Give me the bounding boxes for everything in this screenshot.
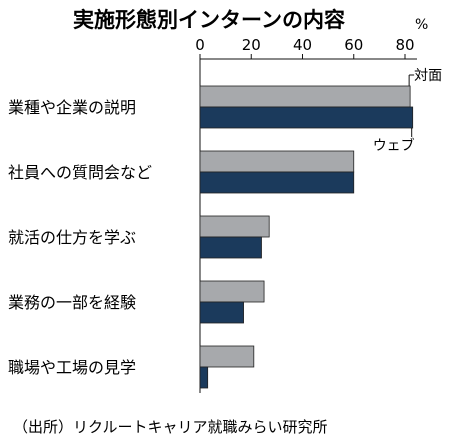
- bar-taimen-4: [199, 345, 255, 368]
- category-label: 業種や企業の説明: [8, 98, 136, 117]
- source-note: （出所）リクルートキャリア就職みらい研究所: [13, 418, 328, 436]
- bar-taimen-3: [199, 280, 265, 303]
- category-label: 業務の一部を経験: [8, 293, 136, 312]
- bar-web-4: [199, 366, 209, 389]
- category-label: 職場や工場の見学: [8, 358, 136, 377]
- chart-title: 実施形態別インターンの内容: [73, 8, 345, 32]
- bar-web-1: [199, 171, 355, 194]
- x-axis: 0 20 40 60 80: [195, 36, 417, 393]
- unit-label: %: [415, 17, 428, 33]
- x-tick-label: 0: [195, 36, 205, 54]
- category-labels: 業種や企業の説明社員への質問会など就活の仕方を学ぶ業務の一部を経験職場や工場の見…: [8, 98, 152, 377]
- bars-group: [199, 85, 414, 389]
- bar-web-0: [199, 106, 414, 129]
- category-label: 社員への質問会など: [8, 163, 152, 182]
- bar-taimen-0: [199, 85, 411, 108]
- bar-taimen-1: [199, 150, 355, 173]
- category-label: 就活の仕方を学ぶ: [8, 228, 136, 247]
- x-tick-label: 40: [293, 36, 312, 54]
- bar-web-2: [199, 236, 262, 259]
- bar-taimen-2: [199, 215, 270, 238]
- x-tick-label: 60: [344, 36, 363, 54]
- series-label-taimen: 対面: [414, 68, 442, 84]
- series-label-web: ウェブ: [373, 137, 415, 154]
- x-tick-label: 80: [395, 36, 414, 54]
- bar-web-3: [199, 301, 244, 324]
- x-tick-label: 20: [242, 36, 261, 54]
